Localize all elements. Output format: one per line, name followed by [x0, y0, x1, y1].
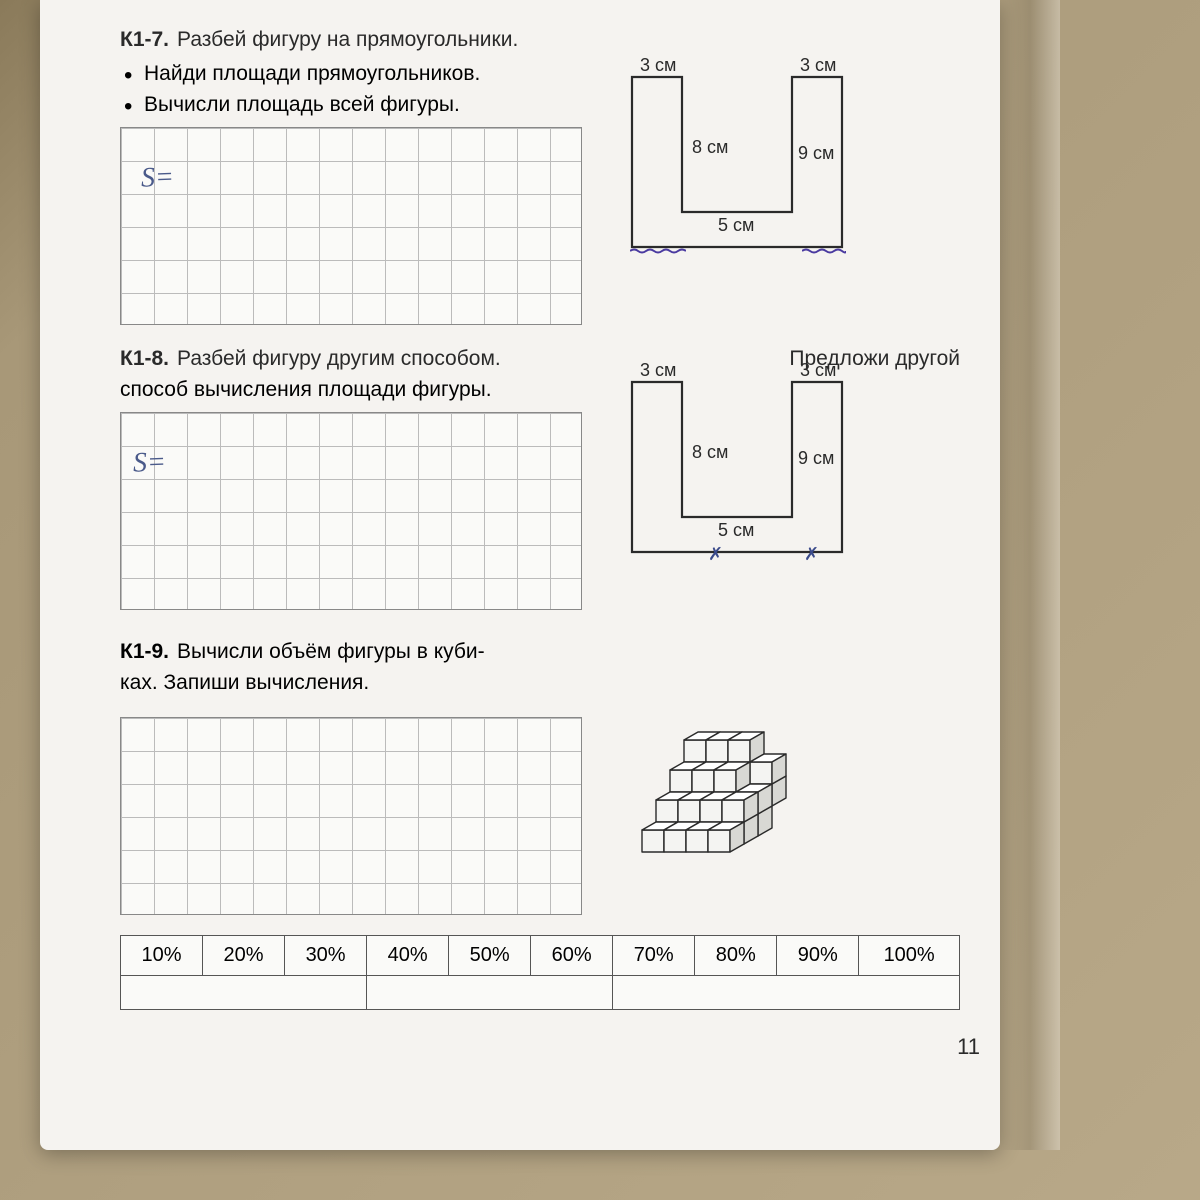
percent-scale-table: 10%20%30%40%50%60%70%80%90%100%: [120, 935, 960, 1010]
percent-cell-empty[interactable]: [121, 975, 367, 1009]
pen-mark: ✗: [708, 544, 723, 565]
percent-cell-empty[interactable]: [367, 975, 613, 1009]
percent-cell: 40%: [367, 935, 449, 975]
answer-grid[interactable]: S=: [120, 127, 582, 325]
dim-top-left: 3 см: [640, 55, 676, 76]
handwritten-S: S=: [132, 446, 166, 479]
percent-row-empty[interactable]: [121, 975, 960, 1009]
dim-right-inner: 9 см: [798, 448, 834, 469]
task-number: К1-9.: [120, 640, 169, 663]
percent-cell: 30%: [285, 935, 367, 975]
percent-cell: 20%: [203, 935, 285, 975]
page-number: 11: [957, 1034, 980, 1060]
handwritten-S: S=: [140, 161, 174, 194]
percent-cell-empty[interactable]: [613, 975, 960, 1009]
task-content-row: [120, 717, 960, 915]
dim-right-inner: 9 см: [798, 143, 834, 164]
answer-grid[interactable]: S=: [120, 412, 582, 610]
task-k1-8: К1-8.Разбей фигуру другим способом. Пред…: [120, 343, 960, 610]
task-k1-7: К1-7. Разбей фигуру на прямоугольники. Н…: [120, 24, 960, 325]
cube-stack-svg: [612, 657, 872, 877]
percent-cell: 80%: [695, 935, 777, 975]
task-number: К1-8.: [120, 347, 169, 370]
percent-cell: 90%: [777, 935, 859, 975]
dim-left-inner: 8 см: [692, 137, 728, 158]
task-title: Разбей фигуру на прямоугольники.: [177, 24, 518, 56]
percent-cell: 50%: [449, 935, 531, 975]
dim-bottom-inner: 5 см: [718, 215, 754, 236]
pen-wavy-mark: [630, 241, 686, 247]
u-shape-svg-wrap: 3 см 3 см 8 см 9 см 5 см: [612, 57, 872, 267]
pen-wavy-mark: [802, 241, 846, 247]
u-shape-figure-2: 3 см 3 см 8 см 9 см 5 см ✗ ✗: [612, 362, 872, 572]
u-shape-svg-wrap: 3 см 3 см 8 см 9 см 5 см ✗ ✗: [612, 362, 872, 572]
cube-stack-figure: [612, 657, 872, 877]
workbook-page: К1-7. Разбей фигуру на прямоугольники. Н…: [40, 0, 1000, 1150]
percent-cell: 10%: [121, 935, 203, 975]
dim-top-right: 3 см: [800, 55, 836, 76]
pen-mark: ✗: [804, 544, 819, 565]
task-header: К1-7. Разбей фигуру на прямоугольники.: [120, 24, 960, 56]
percent-cell: 100%: [859, 935, 960, 975]
u-shape-figure-1: 3 см 3 см 8 см 9 см 5 см: [612, 57, 872, 267]
percent-cell: 60%: [531, 935, 613, 975]
dim-top-right: 3 см: [800, 360, 836, 381]
task-k1-9: К1-9.Вычисли объём фигуры в куби- ках. З…: [120, 636, 960, 915]
dim-bottom-inner: 5 см: [718, 520, 754, 541]
task-title-left: К1-8.Разбей фигуру другим способом.: [120, 343, 501, 375]
task-number: К1-7.: [120, 24, 169, 56]
dim-top-left: 3 см: [640, 360, 676, 381]
task-content-row: S= 3 см 3 см 8 см 9 см 5 см: [120, 127, 960, 325]
task-content-row: S= 3 см 3 см 8 см 9 см 5 см ✗ ✗: [120, 412, 960, 610]
dim-left-inner: 8 см: [692, 442, 728, 463]
percent-cell: 70%: [613, 935, 695, 975]
percent-row-labels: 10%20%30%40%50%60%70%80%90%100%: [121, 935, 960, 975]
answer-grid[interactable]: [120, 717, 582, 915]
page-edge-shadow: [1000, 0, 1060, 1150]
